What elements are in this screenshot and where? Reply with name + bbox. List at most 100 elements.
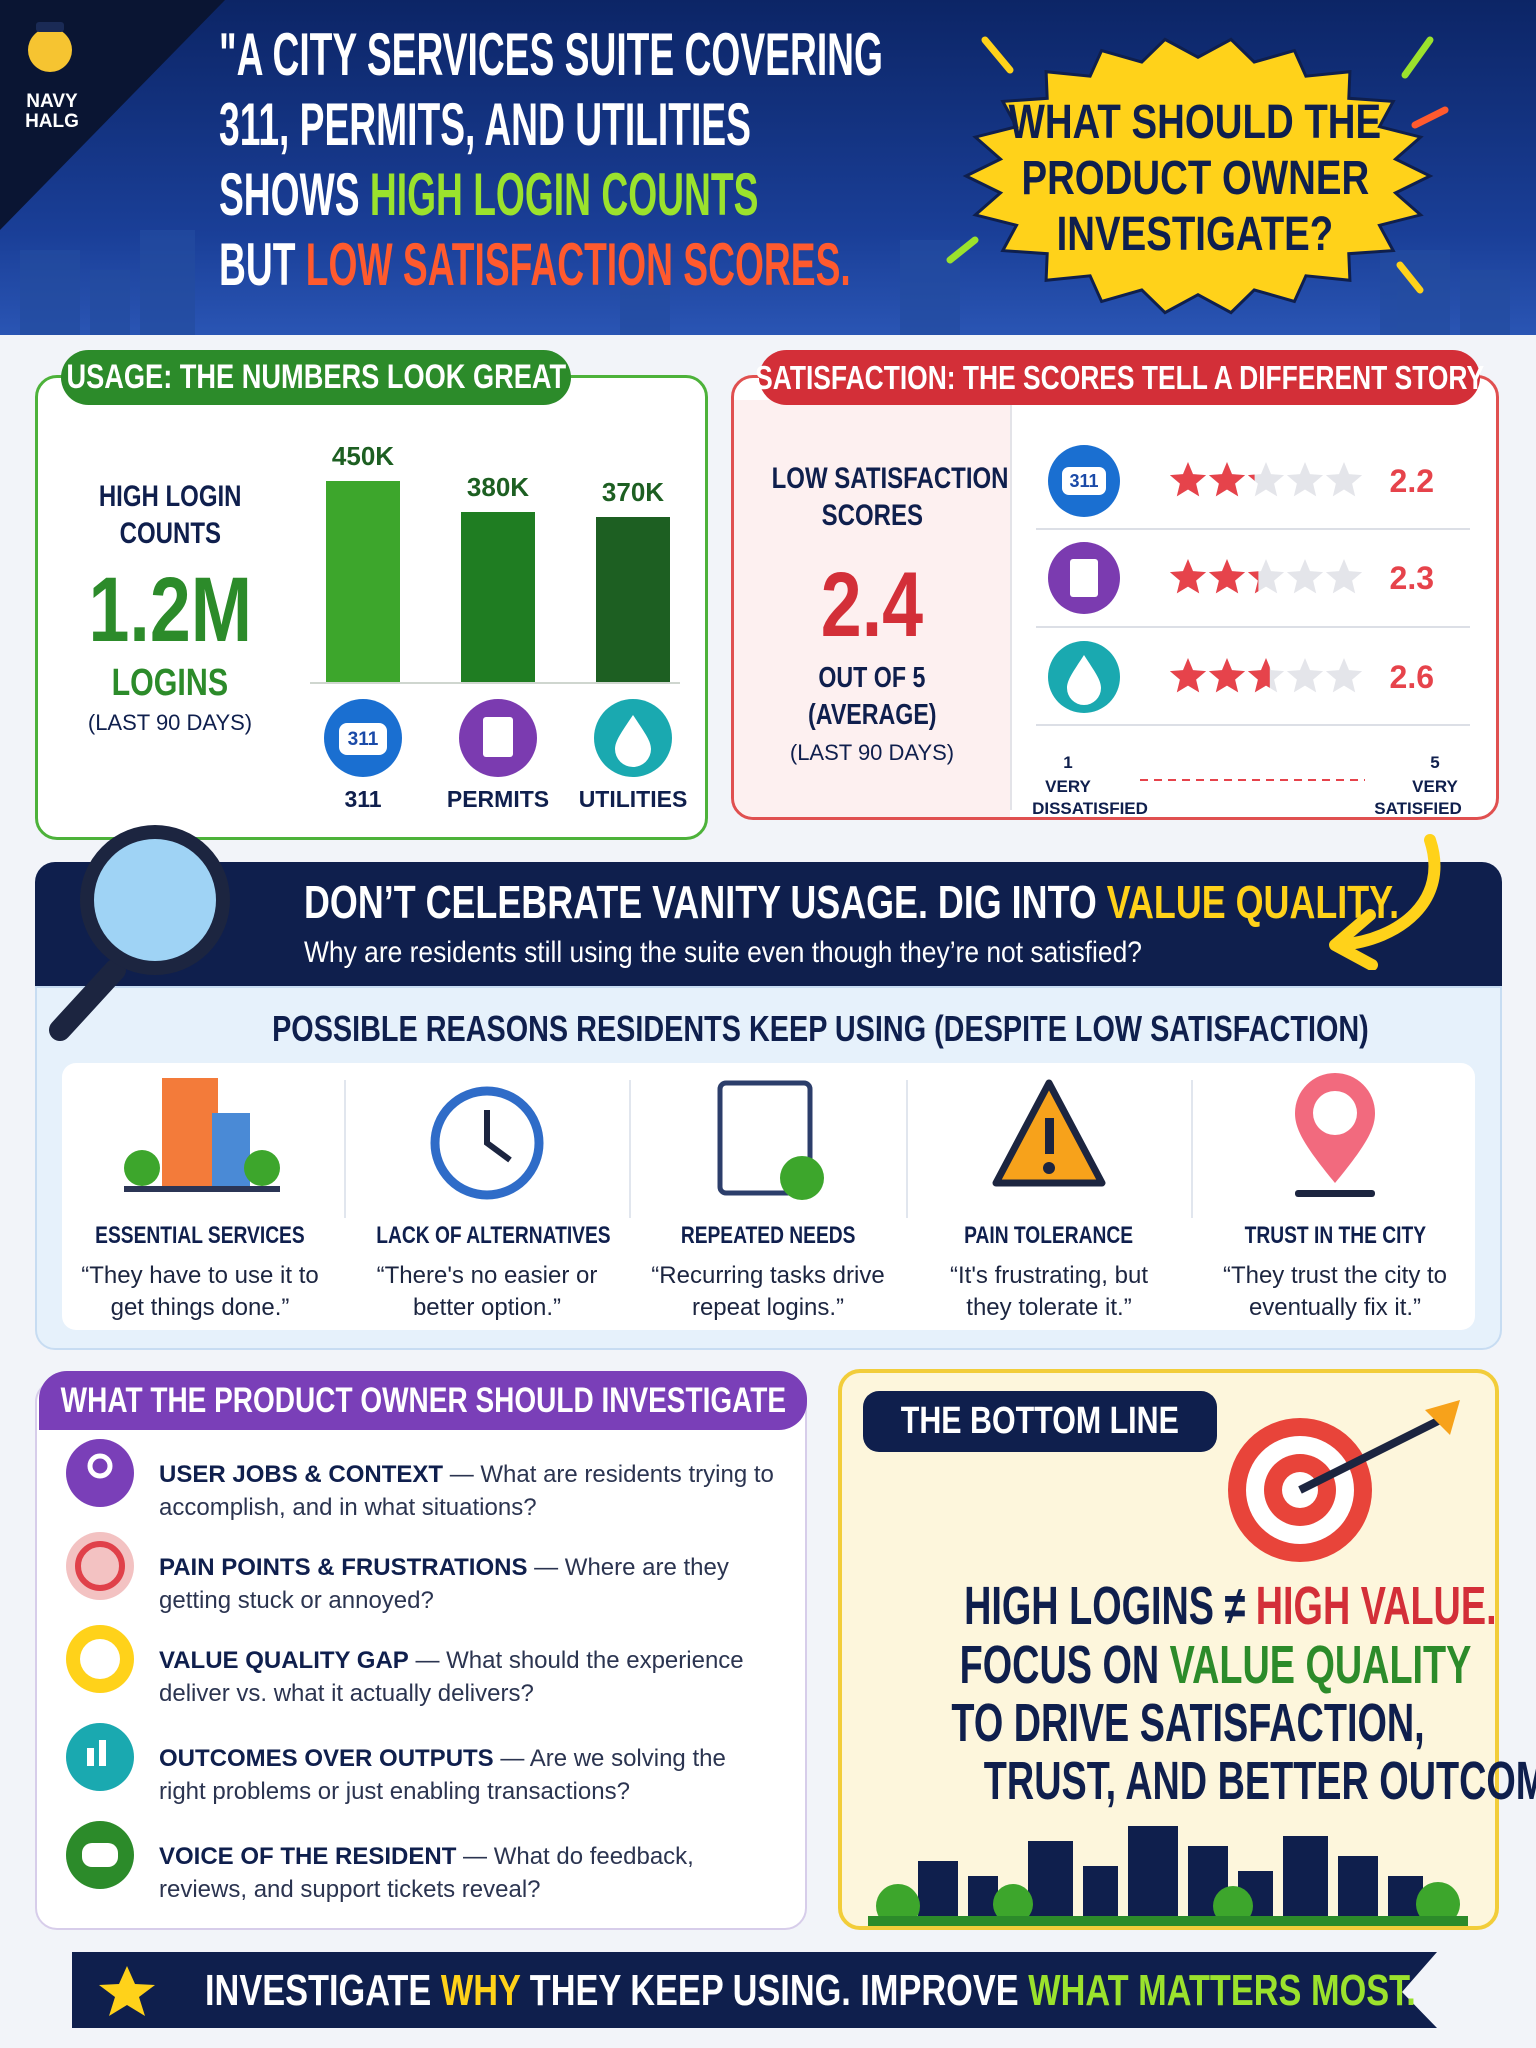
footer-highlight: WHAT MATTERS MOST. bbox=[1028, 1966, 1416, 2015]
category-label: 311 bbox=[344, 786, 382, 812]
headline-highlight: LOW SATISFACTION SCORES. bbox=[305, 231, 851, 298]
usage-icons: 311 bbox=[324, 699, 672, 777]
bottom-line-row: FOCUS ON VALUE QUALITY bbox=[850, 1634, 1487, 1696]
summary-line: COUNTS bbox=[60, 515, 280, 552]
rating-value: 2.3 bbox=[1390, 560, 1434, 596]
question-text: INVESTIGATE? bbox=[1056, 208, 1334, 261]
star-filled bbox=[1169, 559, 1207, 594]
question-text: PRODUCT OWNER bbox=[1021, 152, 1369, 205]
reason-title: TRUST IN THE CITY bbox=[1195, 1222, 1475, 1250]
investigate-item: USER JOBS & CONTEXT — What are residents… bbox=[159, 1458, 779, 1524]
headline-highlight: HIGH LOGIN COUNTS bbox=[369, 161, 759, 228]
target-icon bbox=[75, 1541, 125, 1591]
unit-text: LOGINS bbox=[111, 662, 229, 704]
logo-duck bbox=[28, 28, 72, 72]
clock-hands bbox=[484, 1110, 512, 1163]
headline-text: SHOWS bbox=[219, 161, 370, 228]
reason-title: ESSENTIAL SERVICES bbox=[60, 1222, 340, 1250]
usage-heading: USAGE: THE NUMBERS LOOK GREAT bbox=[61, 350, 571, 405]
headline-line: 311, PERMITS, AND UTILITIES bbox=[219, 90, 901, 160]
usage-summary: HIGH LOGIN COUNTS bbox=[60, 478, 280, 552]
item-desc: — What do feedback, reviews, and support… bbox=[159, 1843, 694, 1903]
rating-chart: 311 2.2 2.3 2.6 1 VERY DISSATISFIED 5 VERY SATIS… bbox=[1032, 445, 1470, 818]
headline: "A CITY SERVICES SUITE COVERING 311, PER… bbox=[219, 20, 1319, 300]
star-filled bbox=[1208, 559, 1246, 594]
footer-text: INVESTIGATE WHY THEY KEEP USING. IMPROVE… bbox=[205, 1966, 1416, 2016]
magnifier-lens bbox=[80, 825, 230, 975]
star-rating bbox=[1169, 559, 1363, 594]
header-decor bbox=[0, 0, 1510, 335]
chat-icon bbox=[82, 1843, 118, 1867]
tree bbox=[124, 1150, 160, 1186]
usage-unit: LOGINS bbox=[60, 662, 280, 705]
banner-subtitle: Why are residents still using the suite … bbox=[304, 936, 1404, 970]
skyline bbox=[868, 1826, 1468, 1926]
reasons-heading-text: POSSIBLE REASONS RESIDENTS KEEP USING (D… bbox=[272, 1008, 1369, 1049]
star-empty bbox=[1325, 559, 1363, 594]
scale-label: 5 bbox=[1430, 753, 1439, 772]
investigate-heading: WHAT THE PRODUCT OWNER SHOULD INVESTIGAT… bbox=[39, 1371, 807, 1430]
star-empty bbox=[1286, 462, 1324, 497]
star-filled bbox=[1169, 462, 1207, 497]
item-title: OUTCOMES OVER OUTPUTS bbox=[159, 1745, 494, 1772]
star-empty bbox=[1247, 462, 1285, 497]
investigate-item: PAIN POINTS & FRUSTRATIONS — Where are t… bbox=[159, 1551, 779, 1617]
banner-subtitle-line: Why are residents still using the suite … bbox=[304, 936, 1142, 969]
investigate-heading-text: WHAT THE PRODUCT OWNER SHOULD INVESTIGAT… bbox=[60, 1380, 786, 1420]
question-line: PRODUCT OWNER bbox=[945, 151, 1445, 207]
bar bbox=[461, 512, 535, 682]
shape bbox=[620, 260, 670, 335]
shape bbox=[1338, 1856, 1378, 1926]
question-line: INVESTIGATE? bbox=[945, 207, 1445, 263]
banner-title-line: DON’T CELEBRATE VANITY USAGE. DIG INTO V… bbox=[304, 875, 1399, 929]
investigate-icons bbox=[66, 1439, 134, 1889]
item-title: VOICE OF THE RESIDENT bbox=[159, 1843, 457, 1870]
reason-icons bbox=[124, 1073, 1375, 1218]
bottom-line-highlight: HIGH VALUE. bbox=[1255, 1576, 1497, 1636]
burst-rays bbox=[946, 36, 1449, 294]
summary-text: LOW SATISFACTION bbox=[771, 462, 1009, 495]
summary-line: LOW SATISFACTION bbox=[742, 460, 1009, 497]
check-badge bbox=[780, 1156, 824, 1200]
total-text: 1.2M bbox=[88, 559, 252, 661]
investigate-card bbox=[35, 1380, 807, 1930]
building bbox=[212, 1113, 250, 1190]
star-filled bbox=[1247, 658, 1270, 693]
pin-center bbox=[1313, 1091, 1357, 1135]
shape bbox=[1460, 270, 1510, 335]
reason-title-text: REPEATED NEEDS bbox=[680, 1222, 856, 1249]
value-label: 450K bbox=[331, 441, 395, 471]
headline-text: BUT bbox=[219, 231, 306, 298]
bottom-line-part: HIGH LOGINS ≠ bbox=[964, 1576, 1256, 1636]
note-line: (AVERAGE) bbox=[742, 697, 1002, 734]
question-line: WHAT SHOULD THE bbox=[945, 95, 1445, 151]
note-line: OUT OF 5 bbox=[742, 660, 1002, 697]
shape bbox=[946, 236, 979, 264]
building bbox=[162, 1078, 218, 1190]
satisfaction-heading: SATISFACTION: THE SCORES TELL A DIFFEREN… bbox=[755, 350, 1484, 405]
reason-title: LACK OF ALTERNATIVES bbox=[347, 1222, 627, 1250]
question: WHAT SHOULD THE PRODUCT OWNER INVESTIGAT… bbox=[945, 95, 1445, 263]
shape bbox=[1028, 1841, 1073, 1926]
brand: NAVY HALG bbox=[12, 92, 92, 132]
scale-label: 1 bbox=[1063, 753, 1072, 772]
bottom-line-heading-text: THE BOTTOM LINE bbox=[900, 1400, 1180, 1442]
banner-title: DON’T CELEBRATE VANITY USAGE. DIG INTO V… bbox=[304, 875, 1404, 929]
ribbon bbox=[72, 1952, 1437, 2028]
badge-text: 311 bbox=[1069, 471, 1098, 491]
category-label: PERMITS bbox=[446, 786, 550, 812]
star-rating bbox=[1169, 462, 1363, 497]
reason-title-text: TRUST IN THE CITY bbox=[1244, 1222, 1426, 1249]
magnifier bbox=[49, 825, 230, 1041]
pin-base bbox=[1295, 1190, 1375, 1197]
shape bbox=[20, 250, 80, 335]
summary-text: SCORES bbox=[821, 499, 923, 532]
value-label: 380K bbox=[466, 472, 530, 503]
doc-icon bbox=[1070, 559, 1098, 597]
item-title: PAIN POINTS & FRUSTRATIONS bbox=[159, 1554, 528, 1581]
footer-part: THEY KEEP USING. IMPROVE bbox=[520, 1966, 1029, 2015]
average-text: 2.4 bbox=[820, 554, 924, 656]
reason-title-text: PAIN TOLERANCE bbox=[964, 1222, 1134, 1249]
note-text: OUT OF 5 bbox=[818, 662, 926, 694]
